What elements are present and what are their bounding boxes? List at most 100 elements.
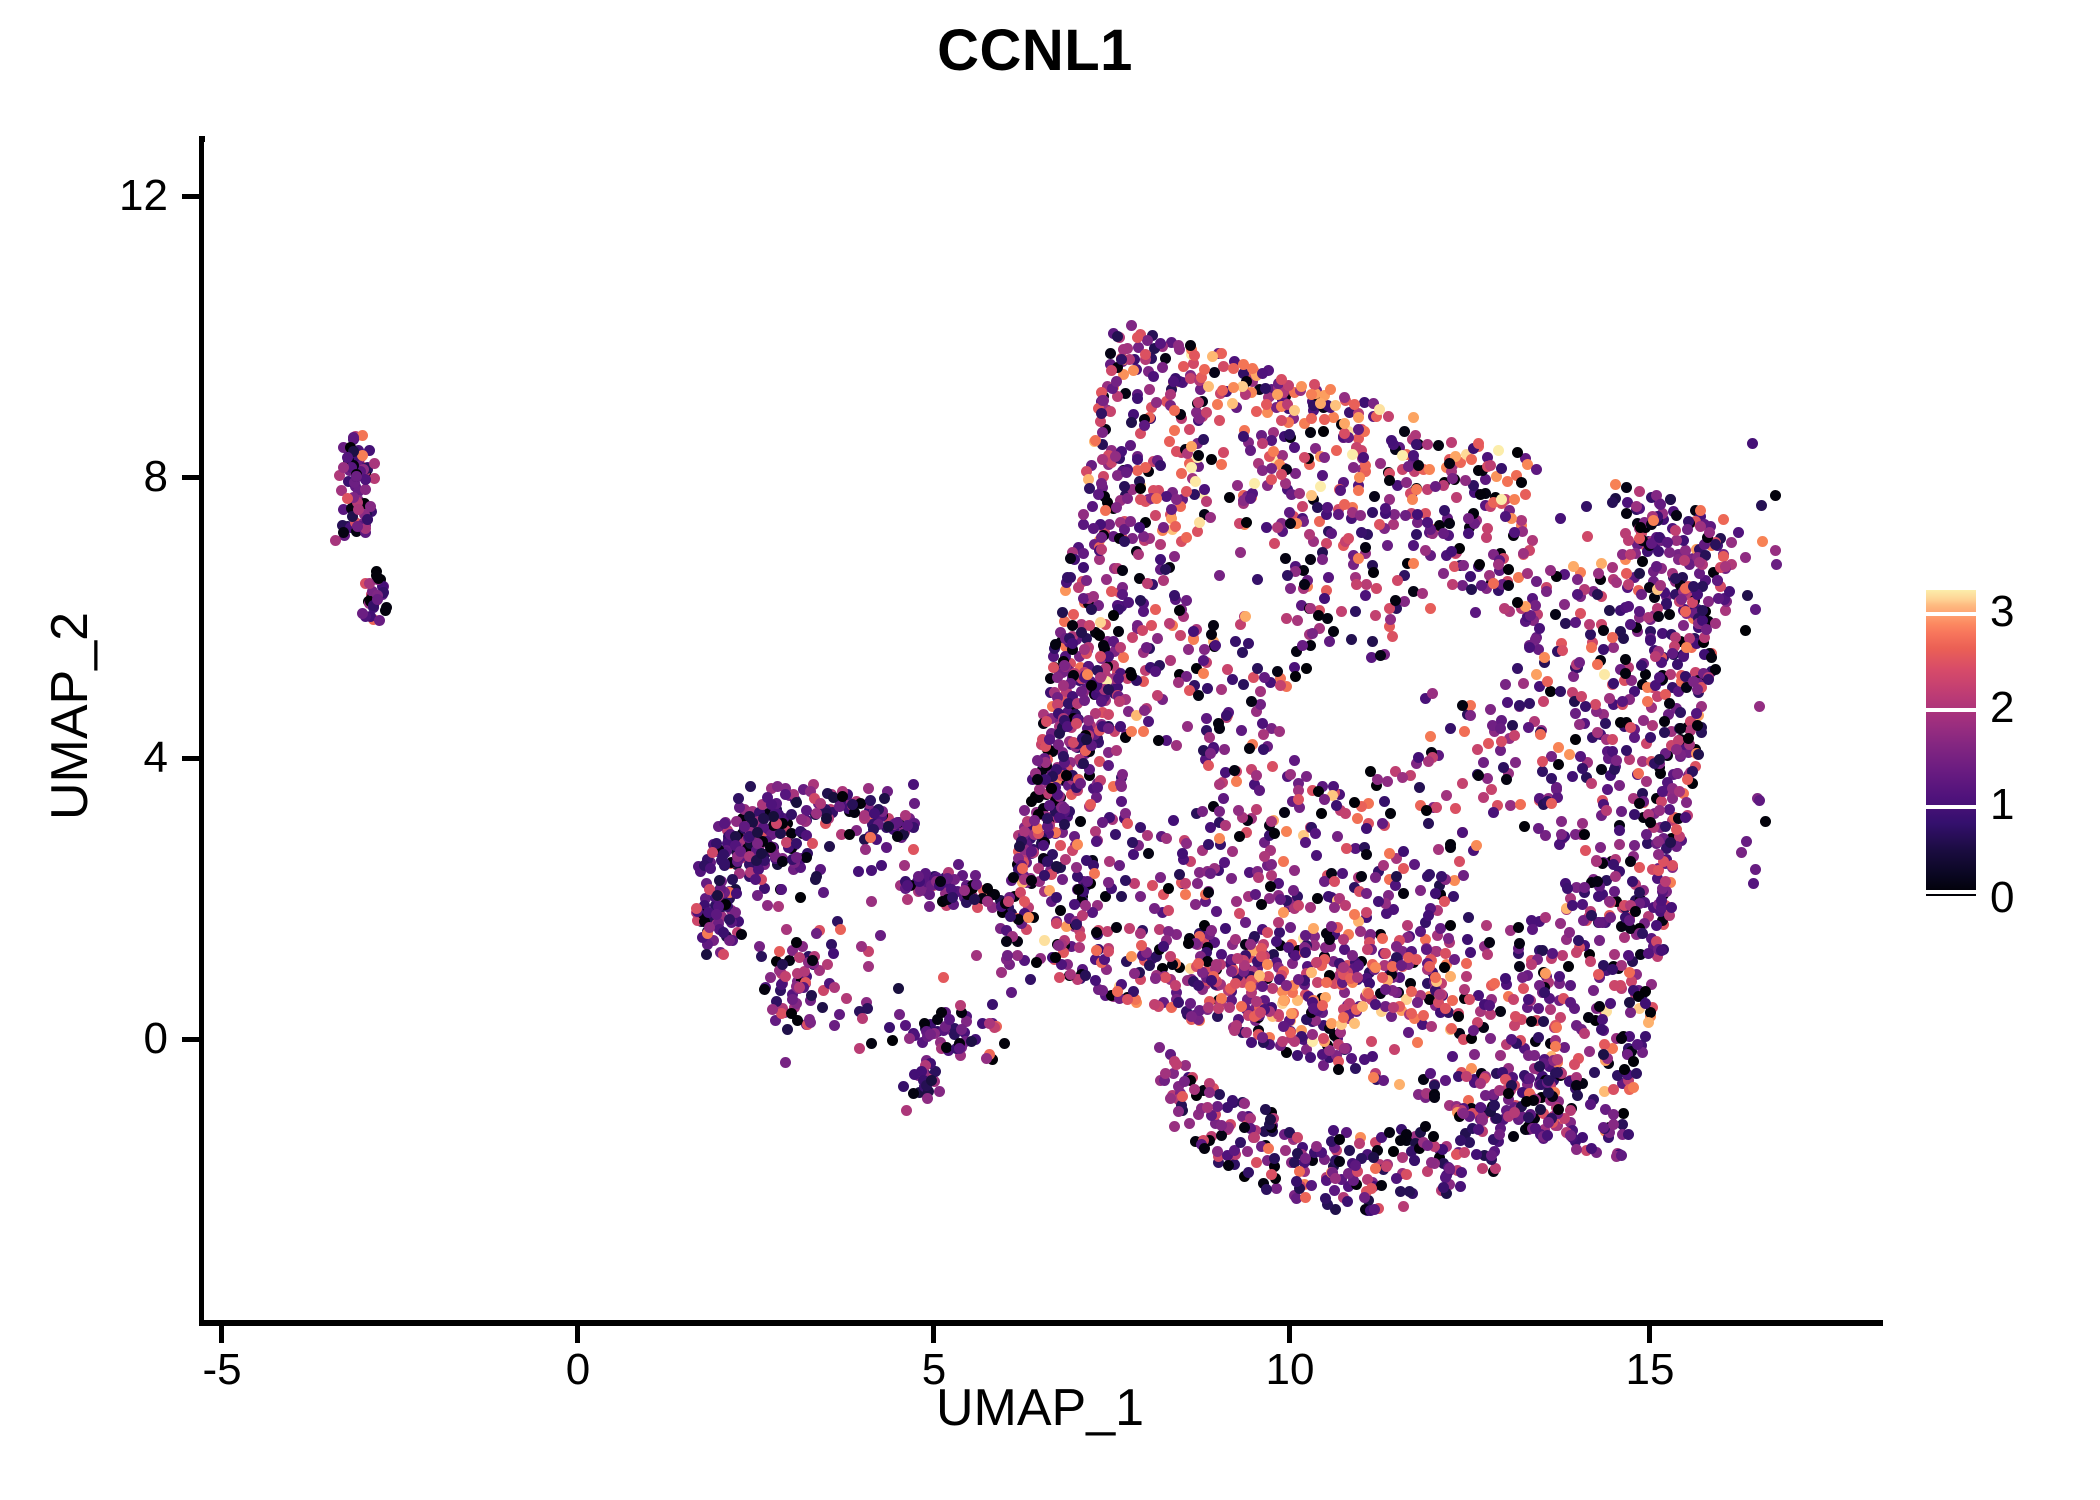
scatter-point xyxy=(756,847,768,859)
scatter-point xyxy=(1532,1032,1544,1044)
scatter-point xyxy=(1618,633,1630,645)
scatter-point xyxy=(1542,1116,1554,1128)
scatter-point xyxy=(1172,340,1184,352)
scatter-point xyxy=(1049,827,1061,839)
scatter-point xyxy=(806,990,818,1002)
scatter-point xyxy=(1058,750,1070,762)
scatter-point xyxy=(1407,450,1419,462)
scatter-point xyxy=(987,1053,998,1065)
scatter-point xyxy=(1224,1001,1236,1013)
scatter-point xyxy=(1321,502,1333,514)
scatter-point xyxy=(1364,978,1376,990)
scatter-point xyxy=(1032,863,1044,875)
scatter-point xyxy=(1502,1063,1514,1075)
scatter-point xyxy=(1575,607,1587,619)
scatter-point xyxy=(1408,1012,1420,1024)
scatter-point xyxy=(1071,697,1083,709)
scatter-point xyxy=(1645,635,1657,647)
scatter-point xyxy=(790,851,802,863)
scatter-point xyxy=(1309,827,1321,839)
scatter-point xyxy=(1042,821,1054,833)
scatter-point xyxy=(937,972,949,984)
scatter-point xyxy=(1299,929,1311,941)
scatter-point xyxy=(1389,765,1401,777)
scatter-point xyxy=(1419,1121,1431,1133)
scatter-point xyxy=(1647,822,1659,834)
scatter-point xyxy=(908,822,920,834)
scatter-point xyxy=(1697,615,1709,627)
scatter-point xyxy=(919,876,931,888)
scatter-point xyxy=(1610,895,1622,907)
scatter-point xyxy=(1352,411,1364,423)
scatter-point xyxy=(1213,833,1225,845)
scatter-point xyxy=(1041,716,1053,728)
scatter-point xyxy=(1264,1031,1276,1043)
scatter-point xyxy=(1517,548,1529,560)
scatter-point xyxy=(1421,1166,1433,1178)
scatter-point xyxy=(1657,914,1669,926)
scatter-point xyxy=(1366,506,1378,518)
scatter-point xyxy=(724,914,736,926)
scatter-point xyxy=(1622,535,1634,547)
scatter-point xyxy=(1195,383,1207,395)
scatter-point xyxy=(1344,997,1356,1009)
scatter-point xyxy=(810,807,822,819)
scatter-point xyxy=(1246,387,1258,399)
scatter-point xyxy=(1673,786,1685,798)
scatter-point xyxy=(1233,1013,1245,1025)
scatter-point xyxy=(1391,575,1403,587)
scatter-point xyxy=(1306,489,1318,501)
scatter-point xyxy=(702,939,714,951)
scatter-point xyxy=(1652,865,1664,877)
scatter-point xyxy=(873,818,885,830)
scatter-point xyxy=(1311,893,1323,905)
scatter-point xyxy=(1366,635,1378,647)
scatter-point xyxy=(1397,862,1409,874)
scatter-point xyxy=(1498,761,1510,773)
scatter-point xyxy=(1611,754,1623,766)
scatter-point xyxy=(1622,600,1634,612)
scatter-point xyxy=(1352,1166,1364,1178)
scatter-point xyxy=(1277,906,1289,918)
scatter-point xyxy=(1463,1111,1475,1123)
scatter-point xyxy=(1365,652,1377,664)
scatter-point xyxy=(844,828,856,840)
scatter-point xyxy=(1400,1135,1412,1147)
scatter-point xyxy=(1297,516,1309,528)
scatter-point xyxy=(1289,864,1301,876)
scatter-point xyxy=(1319,992,1331,1004)
y-axis-line xyxy=(199,136,205,1326)
scatter-point xyxy=(1083,715,1095,727)
scatter-point xyxy=(1165,503,1177,515)
scatter-point xyxy=(1189,898,1201,910)
scatter-point xyxy=(1116,589,1128,601)
scatter-point xyxy=(1308,930,1320,942)
scatter-point xyxy=(1651,561,1663,573)
scatter-point xyxy=(1361,822,1373,834)
scatter-point xyxy=(1338,1011,1350,1023)
scatter-point xyxy=(1440,1003,1452,1015)
scatter-point xyxy=(1168,814,1180,826)
scatter-point xyxy=(1360,579,1372,591)
scatter-point xyxy=(1698,631,1710,643)
scatter-point xyxy=(1556,828,1568,840)
colorbar-label-3: 3 xyxy=(1990,587,2015,636)
scatter-point xyxy=(1513,960,1525,972)
scatter-point xyxy=(1273,725,1285,737)
scatter-point xyxy=(1638,714,1650,726)
scatter-point xyxy=(1391,1172,1403,1184)
scatter-point xyxy=(1489,1162,1501,1174)
scatter-point xyxy=(1401,1129,1413,1141)
scatter-point xyxy=(1670,573,1682,585)
scatter-point xyxy=(1103,876,1115,888)
scatter-point xyxy=(1405,1007,1417,1019)
scatter-point xyxy=(1266,434,1278,446)
scatter-point xyxy=(1248,930,1260,942)
scatter-point xyxy=(1182,448,1194,460)
scatter-point xyxy=(1446,545,1458,557)
scatter-point xyxy=(1368,1072,1380,1084)
scatter-point xyxy=(1383,848,1395,860)
scatter-point xyxy=(1330,800,1342,812)
scatter-point xyxy=(1445,1022,1457,1034)
scatter-point xyxy=(1693,543,1705,555)
